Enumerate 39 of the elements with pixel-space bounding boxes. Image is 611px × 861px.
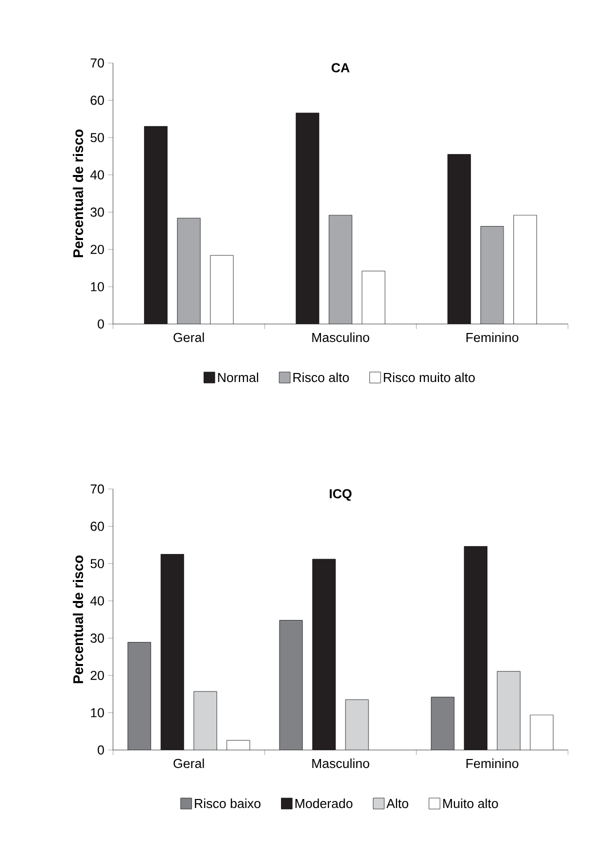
bar [194, 691, 217, 750]
y-tick-label: 50 [90, 132, 104, 142]
y-tick-label: 10 [90, 282, 104, 292]
x-tick-label: Feminino [466, 332, 518, 342]
x-tick-label: Feminino [466, 758, 518, 768]
bar [144, 126, 168, 324]
y-tick-label: 20 [90, 670, 104, 680]
legend-label: Muito alto [443, 798, 498, 808]
y-tick-label: 40 [90, 596, 104, 606]
y-tick-label: 30 [90, 634, 104, 643]
chart-title: CA [332, 63, 350, 72]
y-tick-label: 0 [98, 745, 104, 755]
y-axis-title: Percentual de risco [72, 555, 84, 684]
y-tick-label: 70 [90, 58, 104, 68]
x-tick-label: Masculino [312, 332, 370, 342]
y-tick-label: 20 [90, 244, 104, 254]
y-tick-label: 50 [90, 558, 104, 568]
legend-label: Normal [218, 372, 258, 382]
y-tick-label: 0 [98, 319, 104, 329]
bar [447, 154, 471, 324]
chart-title: ICQ [330, 489, 352, 501]
x-tick-label: Geral [174, 332, 204, 342]
y-tick-label: 40 [90, 170, 104, 180]
bar [346, 700, 369, 750]
x-tick-label: Geral [174, 758, 204, 768]
y-tick-label: 70 [90, 484, 104, 494]
x-tick-label: Masculino [312, 758, 370, 768]
y-tick-label: 60 [90, 96, 104, 105]
y-tick-label: 60 [90, 522, 104, 531]
legend-label: Risco alto [293, 372, 349, 382]
legend-label: Risco muito alto [384, 372, 475, 382]
y-tick-label: 10 [90, 708, 104, 718]
legend-label: Moderado [296, 798, 352, 808]
legend-label: Risco baixo [194, 798, 260, 808]
bar [496, 671, 520, 750]
bar [296, 112, 320, 324]
y-tick-label: 30 [90, 208, 104, 217]
legend-label: Alto [386, 798, 408, 808]
y-axis-title: Percentual de risco [72, 129, 84, 258]
